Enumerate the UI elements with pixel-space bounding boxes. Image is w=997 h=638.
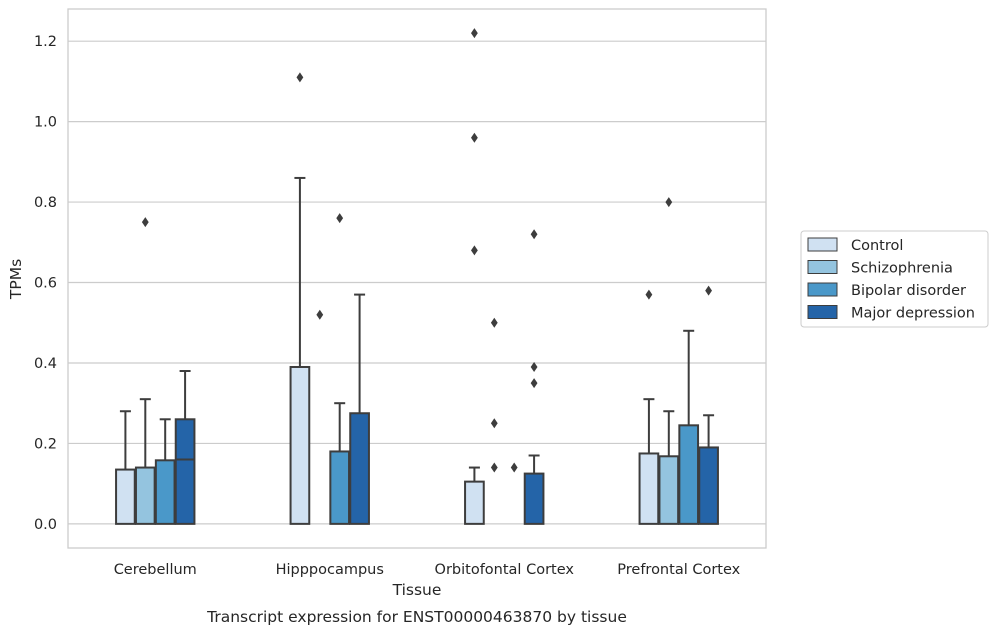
outlier-point (296, 72, 304, 83)
bar (289, 365, 311, 525)
y-tick-label: 1.0 (34, 115, 57, 131)
outlier-point (645, 289, 653, 300)
bar (523, 472, 545, 525)
legend-label: Schizophrenia (851, 261, 953, 277)
x-tick-label: Cerebellum (114, 562, 197, 578)
bar (698, 446, 719, 525)
outlier-point (490, 317, 498, 328)
y-tick-label: 0.6 (34, 276, 57, 292)
outlier-point (490, 462, 498, 473)
y-tick-labels: 0.0 0.2 0.4 0.6 0.8 1.0 1.2 (34, 34, 57, 533)
y-tick-label: 0.2 (34, 436, 57, 452)
legend-swatch (807, 305, 838, 319)
plot-frame (67, 8, 767, 549)
outlier-point (471, 132, 478, 143)
outlier-point (665, 197, 673, 208)
bar (658, 455, 680, 525)
x-axis-title: Tissue (392, 581, 442, 599)
y-tick-label: 0.8 (34, 195, 57, 211)
bar (678, 424, 700, 525)
outliers (141, 28, 712, 473)
legend-label: Control (851, 238, 903, 254)
outlier-point (141, 217, 149, 228)
legend-swatch (807, 237, 838, 252)
x-tick-label: Hipppocampus (276, 562, 384, 578)
x-tick-labels: Cerebellum Hipppocampus Orbitofontal Corte… (114, 562, 741, 578)
bar (638, 452, 660, 525)
bar (329, 450, 351, 525)
bar (134, 466, 156, 525)
outlier-point (490, 418, 498, 429)
y-tick-label: 0.0 (34, 517, 57, 533)
legend: Control Schizophrenia Bipolar disorder Majo… (800, 230, 989, 328)
outlier-point (705, 285, 712, 296)
legend-frame (800, 230, 989, 328)
x-tick-label: Orbitofontal Cortex (435, 562, 575, 578)
legend-swatch (807, 282, 838, 297)
bar (464, 480, 485, 525)
y-tick-label: 0.4 (34, 356, 57, 372)
legend-label: Bipolar disorder (851, 283, 966, 299)
y-tick-label: 1.2 (34, 34, 57, 50)
y-axis-title: TPMs (7, 259, 25, 300)
whiskers (119, 176, 715, 482)
outlier-point (336, 213, 344, 224)
outlier-point (510, 462, 518, 473)
chart-caption: Transcript expression for ENST0000046387… (206, 608, 627, 626)
bar (349, 412, 370, 525)
outlier-point (530, 378, 538, 389)
outlier-point (316, 309, 324, 320)
outlier-point (530, 229, 538, 240)
outlier-point (530, 361, 538, 372)
bar (154, 459, 176, 525)
outlier-point (471, 28, 478, 39)
bar (115, 468, 136, 525)
outlier-point (471, 245, 478, 256)
bar (174, 418, 196, 525)
legend-swatch (807, 260, 838, 274)
x-tick-label: Prefrontal Cortex (617, 562, 740, 578)
legend-label: Major depression (851, 306, 975, 322)
